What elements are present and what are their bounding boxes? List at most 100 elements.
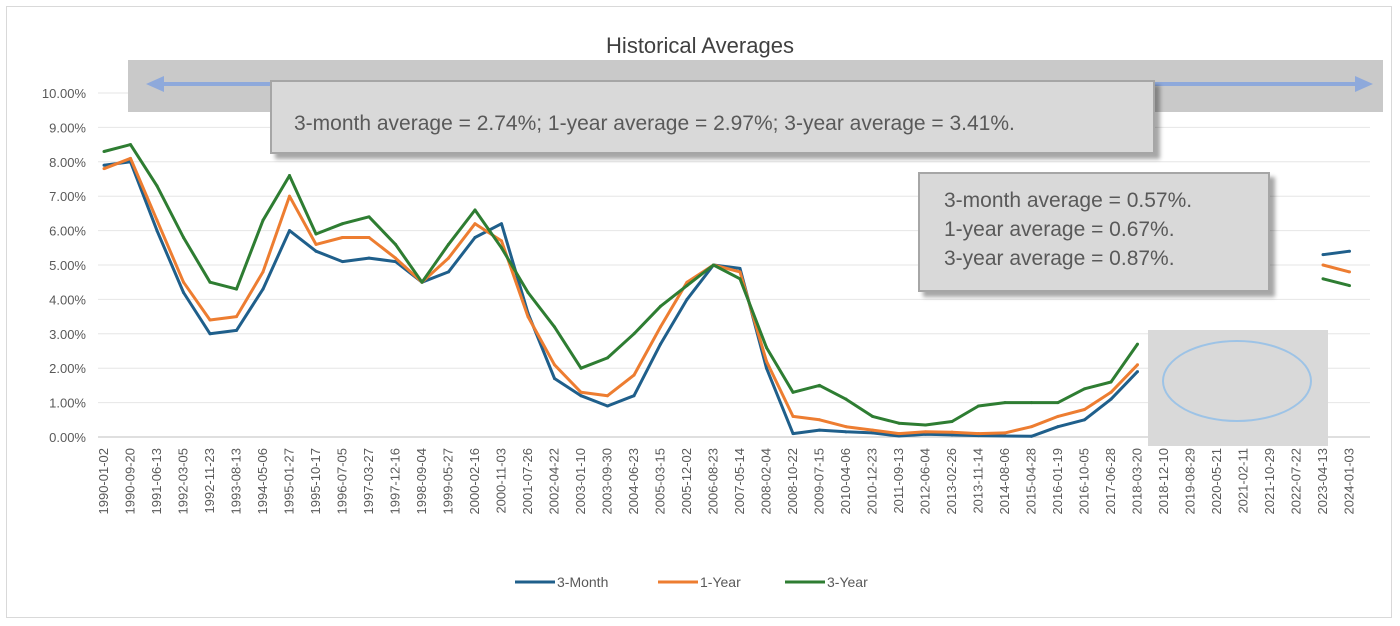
data-point (208, 332, 212, 336)
data-point (235, 315, 238, 319)
x-tick-label: 2015-04-28 (1024, 448, 1039, 515)
data-point (1056, 414, 1060, 418)
x-tick-label: 1991-06-13 (149, 448, 164, 515)
data-point (367, 256, 371, 260)
y-tick-label: 1.00% (49, 396, 86, 411)
data-point (924, 430, 927, 434)
data-point (950, 420, 954, 424)
x-tick-label: 2009-07-15 (812, 448, 827, 515)
x-tick-label: 2008-10-22 (785, 448, 800, 515)
data-point (208, 280, 212, 284)
data-point (871, 428, 874, 432)
data-point (738, 270, 742, 274)
data-point (632, 394, 636, 398)
data-point (738, 277, 742, 281)
data-point (632, 373, 636, 377)
missing-data-block (1148, 330, 1328, 446)
data-point (394, 260, 397, 264)
data-point (102, 163, 106, 167)
x-tick-label: 1992-11-23 (202, 448, 217, 514)
data-point (526, 291, 530, 295)
data-point (579, 390, 583, 394)
y-tick-label: 9.00% (49, 120, 86, 135)
x-tick-label: 2018-03-20 (1130, 448, 1145, 515)
data-point (314, 232, 318, 236)
y-tick-label: 3.00% (49, 327, 86, 342)
data-point (765, 359, 768, 363)
data-point (818, 418, 821, 422)
x-tick-label: 2021-10-29 (1262, 448, 1277, 515)
data-point (924, 432, 927, 436)
chart-title: Historical Averages (606, 33, 794, 58)
x-tick-label: 2007-05-14 (732, 448, 747, 515)
data-point (977, 432, 980, 436)
callout-period-1-text: 3-month average = 2.74%; 1-year average … (294, 112, 1015, 135)
data-point (1030, 401, 1033, 405)
y-tick-label: 5.00% (49, 258, 86, 273)
x-tick-label: 2024-01-03 (1342, 448, 1357, 515)
data-point (155, 218, 159, 222)
data-point (341, 222, 344, 226)
data-point (871, 431, 874, 435)
x-tick-label: 1997-12-16 (388, 448, 403, 515)
data-point (182, 280, 185, 284)
data-point (235, 328, 238, 332)
y-tick-labels: 0.00% 1.00% 2.00% 3.00% 4.00% 5.00% 6.00% 7.00%… (42, 86, 87, 445)
data-point (473, 222, 477, 226)
data-point (394, 256, 397, 260)
data-point (844, 430, 848, 434)
x-tick-label: 1998-09-04 (414, 448, 429, 515)
data-point (685, 284, 689, 288)
y-tick-label: 10.00% (42, 86, 87, 101)
x-tick-label: 1995-01-27 (282, 448, 297, 515)
data-point (1083, 387, 1086, 391)
data-point (765, 346, 768, 350)
x-tick-label: 1992-03-05 (176, 448, 191, 515)
data-point (1056, 425, 1060, 429)
x-tick-label: 2012-06-04 (918, 448, 933, 515)
x-tick-label: 2021-02-11 (1236, 448, 1251, 514)
x-tick-label: 2016-01-19 (1050, 448, 1065, 515)
x-tick-label: 2000-02-16 (467, 448, 482, 515)
y-tick-label: 8.00% (49, 155, 86, 170)
data-point (950, 430, 954, 434)
data-point (129, 156, 132, 160)
data-point (765, 366, 768, 370)
data-point (1348, 284, 1351, 288)
data-point (314, 242, 318, 246)
data-point (818, 383, 821, 387)
data-point (1003, 431, 1007, 435)
data-point (844, 397, 848, 401)
series-line (103, 143, 1350, 427)
callout-period-2-line-2: 1-year average = 0.67%. (944, 218, 1175, 241)
arrow-head-left (146, 76, 164, 92)
data-point (288, 174, 291, 178)
y-tick-label: 6.00% (49, 224, 86, 239)
data-point (288, 194, 291, 198)
legend-label: 3-Year (827, 574, 868, 590)
x-tick-label: 2016-10-05 (1077, 448, 1092, 515)
series-line (103, 156, 1350, 436)
data-point (1030, 434, 1033, 438)
callout-period-2: 3-month average = 0.57%. 1-year average … (918, 172, 1270, 292)
x-tick-label: 2005-12-02 (679, 448, 694, 515)
data-point (579, 366, 583, 370)
data-point (791, 414, 795, 418)
x-tick-label: 2008-02-04 (759, 448, 774, 515)
data-point (394, 242, 397, 246)
data-point (897, 432, 901, 436)
legend-label: 1-Year (700, 574, 741, 590)
data-point (606, 356, 609, 360)
x-tick-label: 2001-07-26 (520, 448, 535, 515)
data-point (553, 363, 556, 367)
x-tick-label: 2004-06-23 (626, 448, 641, 515)
data-point (950, 433, 954, 437)
data-point (182, 291, 185, 295)
x-tick-label: 1990-09-20 (123, 448, 138, 515)
data-point (632, 332, 636, 336)
callout-period-2-line-3: 3-year average = 0.87%. (944, 247, 1175, 270)
data-point (659, 304, 662, 308)
x-tick-label: 2000-11-03 (494, 448, 509, 514)
data-point (606, 404, 609, 408)
x-tick-label: 2006-08-23 (706, 448, 721, 515)
